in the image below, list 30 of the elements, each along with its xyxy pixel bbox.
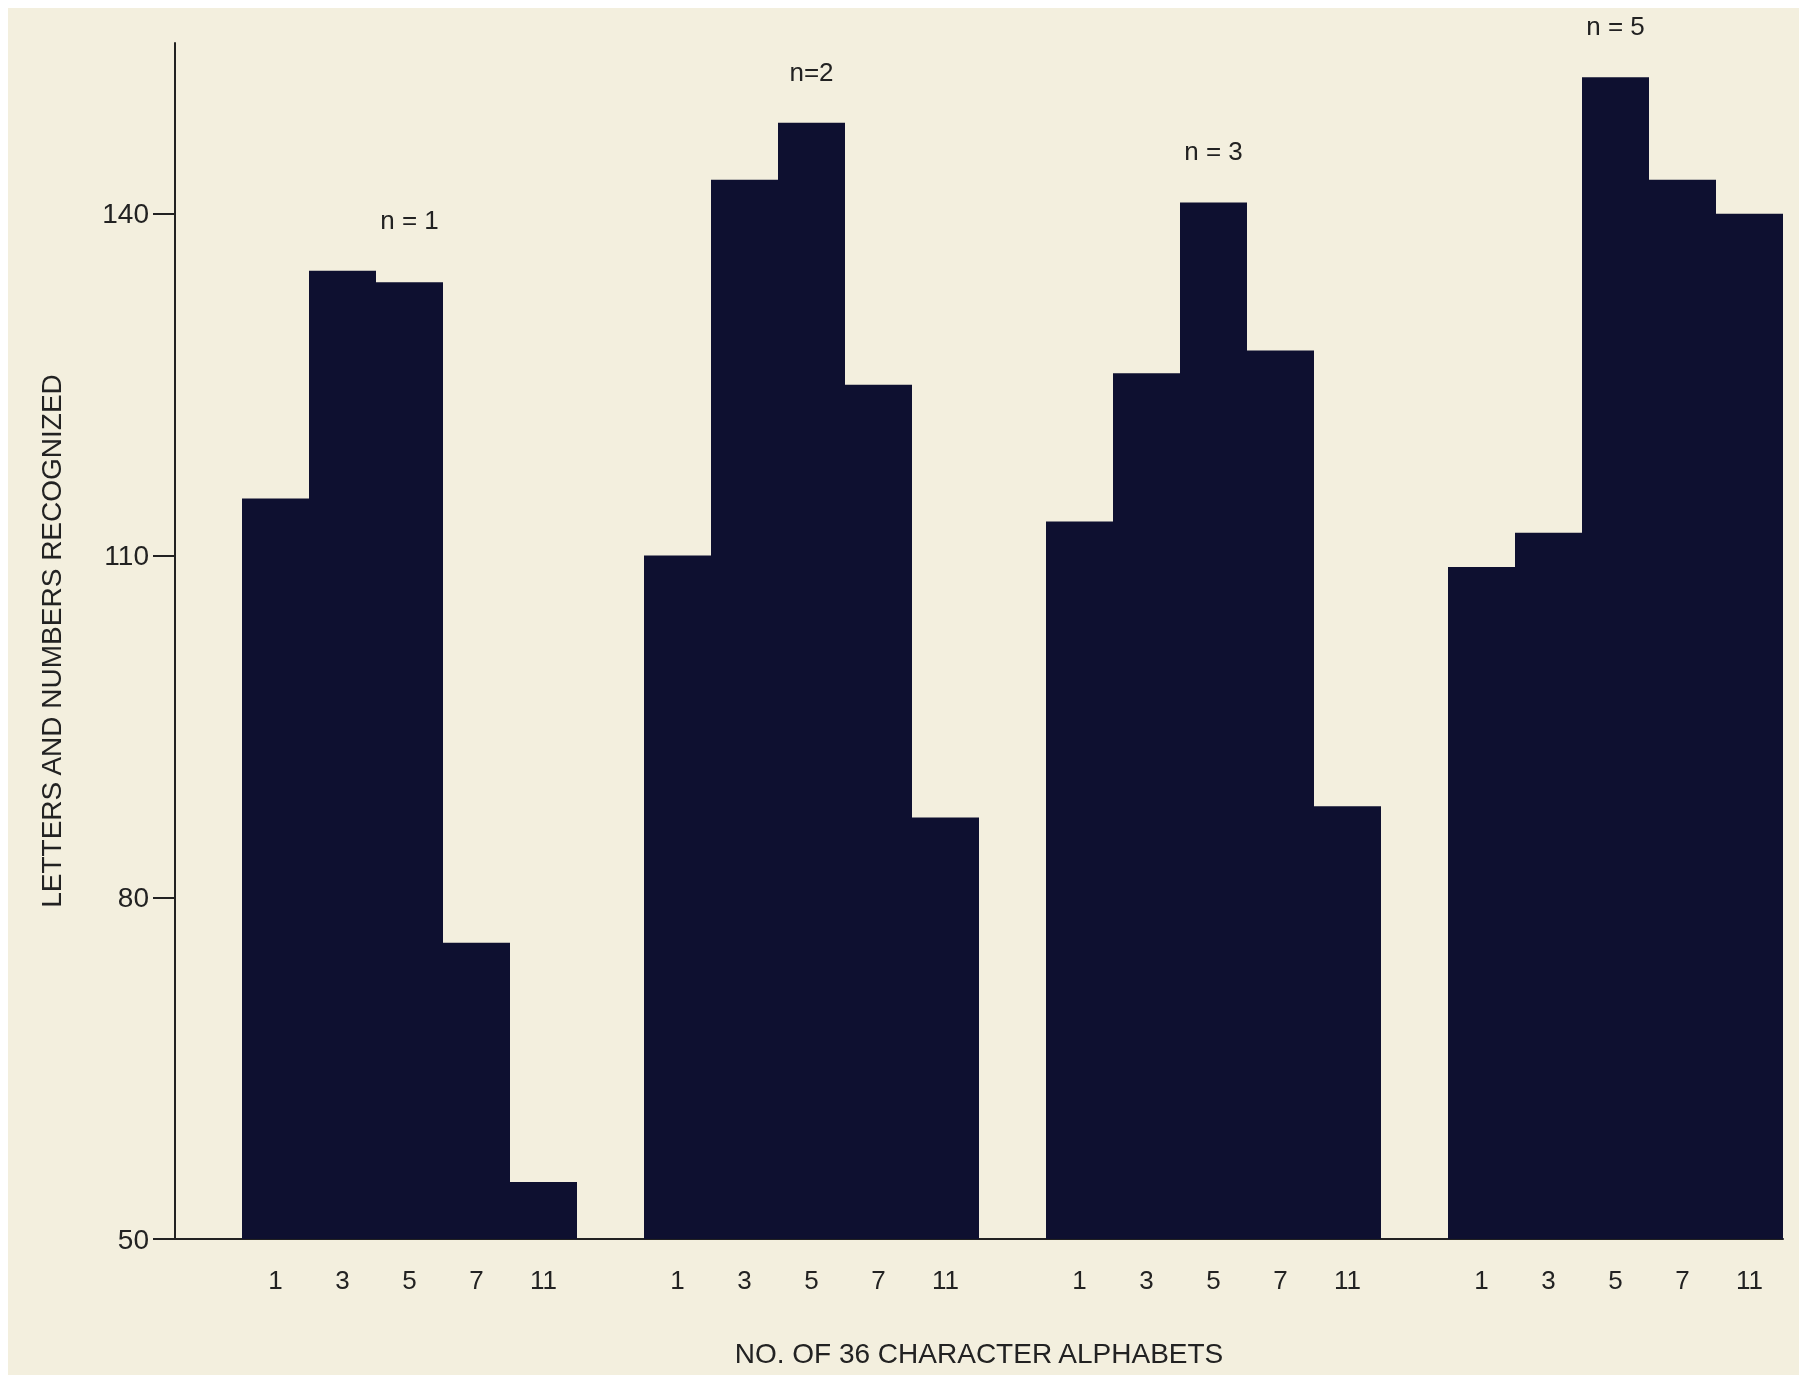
- y-tick-label: 80: [117, 881, 149, 913]
- text: n = 5: [1586, 11, 1645, 42]
- y-axis-title: LETTERS AND NUMBERS RECOGNIZED: [35, 374, 67, 908]
- x-tick-label: 11: [932, 1265, 959, 1295]
- x-tick-label: 5: [1608, 1265, 1623, 1295]
- x-tick-label: 3: [737, 1265, 752, 1295]
- x-tick-label: 7: [1675, 1265, 1690, 1295]
- x-tick-label: 3: [335, 1265, 350, 1295]
- annotation: n = 1: [380, 204, 439, 235]
- x-tick-label: 1: [670, 1265, 685, 1295]
- x-tick-label: 5: [402, 1265, 417, 1295]
- annotation: n = 3: [1184, 136, 1243, 167]
- x-tick-label: 11: [1334, 1265, 1361, 1295]
- x-tick-label: 11: [530, 1265, 557, 1295]
- x-tick-label: 1: [268, 1265, 283, 1295]
- x-tick-label: 1: [1474, 1265, 1489, 1295]
- x-tick-label: 3: [1139, 1265, 1154, 1295]
- y-tick-label: 50: [117, 1223, 149, 1255]
- x-axis-title: NO. OF 36 CHARACTER ALPHABETS: [734, 1337, 1224, 1369]
- x-tick-label: 7: [1273, 1265, 1288, 1295]
- x-tick-label: 5: [1206, 1265, 1221, 1295]
- x-tick-label: 11: [1736, 1265, 1763, 1295]
- x-tick-label: 5: [804, 1265, 819, 1295]
- x-tick-label: 1: [1072, 1265, 1087, 1295]
- x-tick-label: 7: [469, 1265, 484, 1295]
- annotation: n=2: [789, 56, 834, 87]
- y-tick-label: 140: [102, 198, 149, 230]
- y-tick-label: 110: [104, 540, 149, 572]
- x-tick-label: 7: [871, 1265, 886, 1295]
- x-tick-label: 3: [1541, 1265, 1556, 1295]
